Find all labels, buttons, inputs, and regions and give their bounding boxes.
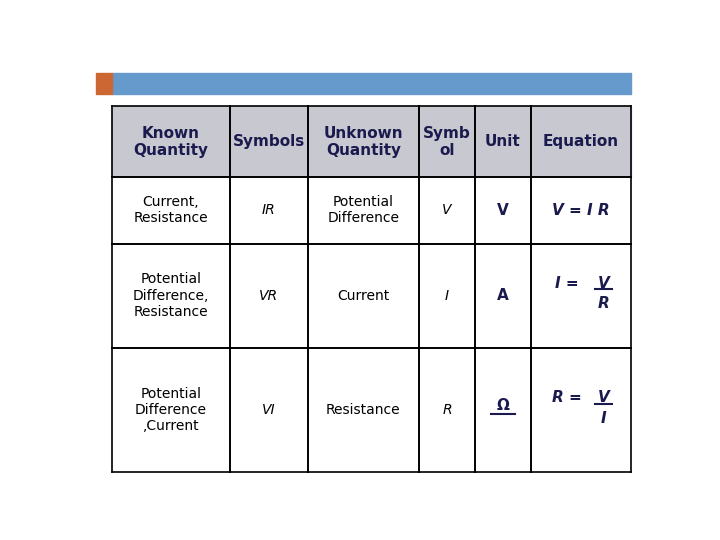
Text: V: V [497,203,509,218]
Text: Equation: Equation [543,134,619,149]
Bar [419,348,475,472]
Bar [112,348,230,472]
Text: Resistance: Resistance [326,403,401,417]
Bar [112,244,230,348]
Text: IR: IR [261,204,276,217]
Text: Current,
Resistance: Current, Resistance [134,195,208,225]
Bar [475,177,531,244]
Bar [307,106,419,177]
Text: R: R [598,296,609,312]
Text: I =: I = [555,275,579,291]
Bar [475,106,531,177]
Text: I: I [445,288,449,302]
Bar [531,348,631,472]
Text: Potential
Difference
,Current: Potential Difference ,Current [135,387,207,433]
Bar [531,106,631,177]
Bar [96,73,112,94]
Text: Ω: Ω [497,399,509,413]
Text: R: R [442,403,452,417]
Text: I: I [600,411,606,426]
Text: Unknown
Quantity: Unknown Quantity [323,125,403,158]
Bar [230,348,307,472]
Bar [531,177,631,244]
Text: A: A [497,288,509,303]
Bar [230,244,307,348]
Text: V: V [598,390,609,405]
Text: V: V [442,204,452,217]
Bar [419,244,475,348]
Text: V: V [598,275,609,291]
Bar [230,106,307,177]
Text: VR: VR [259,288,278,302]
Text: Potential
Difference,
Resistance: Potential Difference, Resistance [132,272,209,319]
Text: Symb
ol: Symb ol [423,125,471,158]
Bar [475,244,531,348]
Text: V = I R: V = I R [552,203,610,218]
Bar [112,177,230,244]
Text: Unit: Unit [485,134,521,149]
Bar [230,177,307,244]
Bar [112,106,230,177]
Bar [112,73,631,94]
Bar [531,244,631,348]
Text: VI: VI [262,403,275,417]
Bar [307,244,419,348]
Bar [419,106,475,177]
Bar [475,348,531,472]
Text: Current: Current [337,288,390,302]
Bar [419,177,475,244]
Text: Known
Quantity: Known Quantity [133,125,208,158]
Text: Potential
Difference: Potential Difference [328,195,400,225]
Bar [307,177,419,244]
Text: R =: R = [552,390,582,405]
Bar [307,348,419,472]
Text: Symbols: Symbols [233,134,305,149]
